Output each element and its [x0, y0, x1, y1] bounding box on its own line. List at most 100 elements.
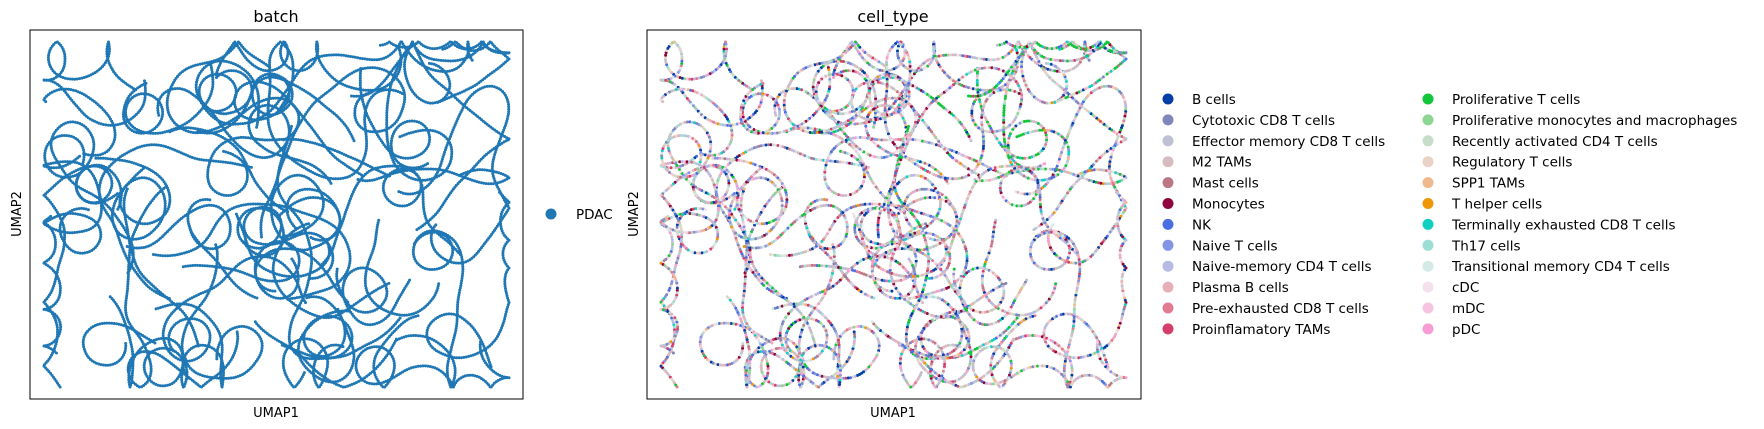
- scatter-point: [400, 92, 404, 95]
- scatter-point: [237, 235, 241, 239]
- scatter-point: [256, 206, 260, 210]
- scatter-point: [242, 224, 246, 228]
- scatter-point: [215, 76, 218, 79]
- scatter-point: [347, 334, 351, 338]
- scatter-point: [314, 232, 318, 236]
- scatter-point: [270, 252, 274, 256]
- scatter-point: [253, 320, 257, 324]
- scatter-point: [176, 87, 179, 90]
- scatter-point: [107, 50, 111, 53]
- scatter-point: [236, 122, 240, 126]
- scatter-point: [236, 230, 240, 234]
- scatter-point: [238, 122, 242, 126]
- scatter-point: [250, 245, 254, 249]
- scatter-point: [63, 59, 67, 63]
- scatter-point: [352, 357, 356, 361]
- scatter-point: [331, 257, 335, 260]
- scatter-point: [297, 158, 301, 162]
- scatter-point: [80, 76, 84, 80]
- scatter-point: [237, 233, 241, 237]
- scatter-point: [294, 158, 298, 162]
- scatter-point: [249, 165, 253, 169]
- scatter-point: [259, 242, 263, 246]
- scatter-point: [307, 231, 311, 235]
- scatter-point: [220, 120, 223, 124]
- scatter-point: [254, 241, 258, 245]
- scatter-point: [246, 121, 250, 125]
- scatter-point: [312, 232, 316, 236]
- scatter-point: [208, 198, 212, 202]
- scatter-point: [351, 359, 355, 363]
- scatter-point: [331, 254, 335, 258]
- scatter-point: [263, 104, 267, 107]
- scatter-point: [99, 122, 103, 126]
- scatter-point: [236, 228, 240, 232]
- scatter-point: [290, 257, 294, 261]
- scatter-point: [97, 121, 101, 125]
- scatter-point: [256, 155, 260, 159]
- scatter-point: [306, 161, 310, 165]
- scatter-point: [47, 53, 51, 57]
- scatter-point: [171, 87, 175, 91]
- scatter-point: [285, 119, 289, 122]
- scatter-point: [333, 310, 337, 314]
- scatter-point: [156, 109, 160, 112]
- scatter-point: [286, 121, 290, 125]
- scatter-point: [301, 160, 305, 164]
- scatter-point: [48, 63, 52, 67]
- scatter-point: [335, 267, 339, 271]
- scatter-point: [297, 342, 301, 346]
- scatter-point: [143, 96, 147, 100]
- scatter-point: [47, 58, 50, 62]
- scatter-point: [242, 222, 246, 226]
- scatter-point: [143, 98, 147, 102]
- scatter-point: [261, 242, 265, 246]
- scatter-point: [44, 100, 48, 104]
- scatter-point: [351, 345, 355, 349]
- scatter-point: [270, 154, 274, 158]
- scatter-point: [236, 226, 240, 229]
- scatter-point: [63, 76, 67, 80]
- scatter-point: [124, 342, 128, 345]
- scatter-point: [183, 88, 186, 92]
- scatter-point: [178, 87, 182, 91]
- scatter-point: [281, 226, 284, 230]
- scatter-point: [141, 103, 145, 107]
- scatter-point: [304, 161, 308, 164]
- scatter-point: [309, 236, 313, 239]
- scatter-point: [282, 138, 286, 142]
- scatter-point: [247, 124, 251, 128]
- scatter-point: [42, 78, 46, 82]
- scatter-point: [63, 55, 67, 58]
- scatter-point: [52, 77, 56, 81]
- scatter-point: [241, 122, 245, 126]
- scatter-point: [330, 261, 334, 265]
- scatter-point: [331, 311, 335, 314]
- scatter-point: [82, 76, 86, 79]
- scatter-point: [214, 243, 218, 247]
- scatter-point: [265, 155, 269, 159]
- scatter-point: [142, 100, 146, 104]
- scatter-point: [352, 355, 356, 359]
- scatter-points: [42, 40, 511, 389]
- scatter-point: [235, 330, 239, 334]
- scatter-point: [107, 42, 111, 46]
- scatter-point: [143, 79, 146, 83]
- scatter-point: [118, 122, 122, 126]
- scatter-point: [157, 113, 161, 117]
- scatter-point: [47, 51, 51, 55]
- scatter-point: [248, 129, 252, 133]
- scatter-point: [437, 282, 441, 286]
- scatter-point: [107, 40, 110, 44]
- scatter-point: [143, 89, 147, 92]
- scatter-point: [156, 106, 160, 110]
- scatter-point: [263, 156, 267, 160]
- scatter-point: [281, 230, 285, 234]
- scatter-point: [287, 123, 290, 127]
- scatter-point: [252, 207, 255, 211]
- scatter-point: [106, 123, 110, 127]
- scatter-point: [104, 123, 108, 127]
- scatter-point: [281, 228, 285, 232]
- scatter-point: [296, 347, 300, 351]
